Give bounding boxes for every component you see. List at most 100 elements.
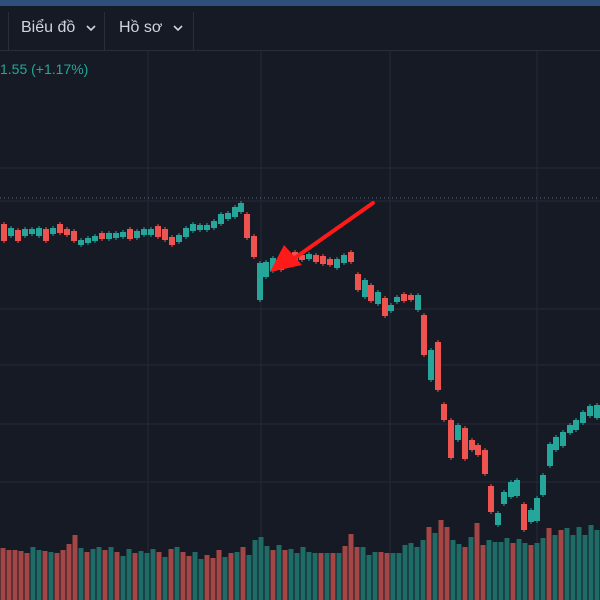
volume-bar: [354, 547, 360, 600]
volume-bar: [258, 537, 264, 600]
volume-bar: [276, 545, 282, 600]
volume-bar: [456, 544, 462, 600]
volume-bar: [264, 546, 270, 600]
volume-bar: [552, 535, 558, 600]
candle-body: [155, 226, 161, 237]
volume-bar: [96, 547, 102, 600]
candle-body: [244, 214, 250, 238]
volume-bar: [168, 549, 174, 600]
profile-menu-label: Hồ sơ: [119, 19, 163, 36]
candle-body: [148, 229, 154, 235]
volume-bar: [48, 552, 54, 600]
candle-body: [270, 258, 276, 271]
candle-body: [225, 213, 231, 219]
volume-bar: [558, 530, 564, 600]
volume-bar: [330, 553, 336, 600]
candle-body: [488, 486, 494, 512]
volume-bar: [480, 545, 486, 600]
candle-body: [540, 475, 546, 495]
volume-bar: [0, 548, 6, 600]
candle-body: [482, 450, 488, 474]
candlestick-chart[interactable]: [0, 51, 600, 600]
candle-body: [362, 280, 368, 297]
volume-bar: [360, 547, 366, 600]
volume-bar: [156, 552, 162, 600]
volume-bar: [6, 550, 12, 600]
toolbar-divider: [8, 12, 9, 50]
candle-body: [15, 230, 21, 241]
candle-body: [162, 229, 168, 240]
volume-bar: [174, 547, 180, 600]
volume-bar: [78, 548, 84, 600]
candle-body: [528, 510, 534, 522]
volume-bar: [30, 547, 36, 600]
volume-bar: [408, 543, 414, 600]
chart-menu-label: Biểu đồ: [21, 19, 76, 36]
candle-body: [141, 229, 147, 235]
candle-body: [320, 256, 326, 264]
profile-menu-button[interactable]: Hồ sơ: [119, 6, 184, 50]
volume-bar: [228, 553, 234, 600]
volume-bar: [180, 552, 186, 600]
volume-bar: [348, 534, 354, 600]
volume-bar: [564, 528, 570, 600]
volume-bar: [72, 535, 78, 600]
volume-bar: [336, 553, 342, 600]
candle-body: [394, 297, 400, 302]
candle-body: [560, 432, 566, 446]
candle-body: [99, 233, 105, 239]
candle-body: [22, 229, 28, 236]
volume-bar: [534, 543, 540, 600]
volume-bar: [42, 551, 48, 600]
volume-bar: [474, 523, 480, 600]
candle-body: [306, 254, 312, 259]
volume-bar: [420, 540, 426, 600]
candle-body: [50, 228, 56, 234]
candle-body: [8, 228, 14, 236]
volume-bar: [522, 543, 528, 600]
candle-body: [43, 229, 49, 241]
candle-body: [134, 231, 140, 238]
volume-bar: [312, 553, 318, 600]
volume-bar: [54, 553, 60, 600]
volume-bar: [132, 553, 138, 600]
volume-bar: [108, 547, 114, 600]
toolbar-divider: [193, 12, 194, 50]
volume-bar: [588, 525, 594, 600]
candle-body: [462, 428, 468, 459]
candle-body: [553, 437, 559, 450]
candle-body: [469, 440, 475, 450]
volume-bar: [366, 555, 372, 600]
candle-body: [567, 425, 573, 433]
top-accent-bar: [0, 0, 600, 6]
candle-body: [176, 235, 182, 242]
volume-bar: [246, 555, 252, 600]
candle-body: [1, 224, 7, 241]
candle-body: [587, 406, 593, 416]
volume-bar: [114, 552, 120, 600]
chevron-down-icon: [86, 25, 96, 32]
candle-body: [232, 207, 238, 217]
candle-body: [388, 305, 394, 311]
volume-bar: [594, 530, 600, 600]
candle-body: [401, 294, 407, 301]
volume-bar: [270, 550, 276, 600]
candle-body: [204, 225, 210, 230]
volume-bar: [198, 559, 204, 600]
volume-bar: [414, 547, 420, 600]
chart-menu-button[interactable]: Biểu đồ: [21, 6, 97, 50]
candle-body: [238, 203, 244, 212]
volume-bar: [84, 552, 90, 600]
volume-bar: [432, 533, 438, 600]
candle-body: [327, 259, 333, 265]
volume-bar: [384, 553, 390, 600]
volume-bar: [210, 558, 216, 600]
volume-bar: [126, 549, 132, 600]
candle-body: [428, 350, 434, 380]
volume-bar: [324, 553, 330, 600]
volume-bar: [462, 547, 468, 600]
volume-bar: [144, 553, 150, 600]
candle-body: [92, 236, 98, 241]
volume-bar: [486, 540, 492, 600]
candle-body: [501, 492, 507, 504]
